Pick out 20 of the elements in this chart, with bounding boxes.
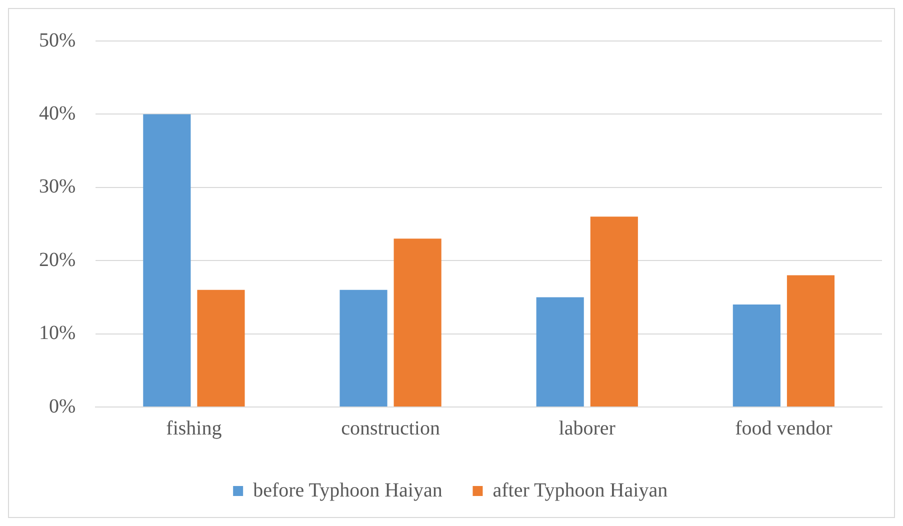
x-tick-label: food vendor: [735, 417, 833, 440]
bar: [143, 114, 191, 406]
bar: [394, 238, 442, 406]
bar: [732, 304, 780, 406]
bar: [590, 216, 638, 406]
y-tick-label: 20%: [38, 248, 76, 271]
x-tick-label: construction: [341, 417, 440, 440]
y-tick-label: 0%: [48, 395, 76, 418]
bar: [536, 297, 584, 406]
y-tick-label: 30%: [38, 176, 76, 198]
bar: [786, 275, 835, 406]
y-tick-label: 40%: [38, 102, 76, 124]
bar: [197, 290, 245, 406]
x-tick-label: fishing: [166, 417, 222, 440]
y-tick-label: 10%: [38, 322, 76, 344]
y-tick-label: 50%: [38, 29, 76, 52]
legend-label: after Typhoon Haiyan: [492, 479, 668, 502]
x-tick-label: laborer: [558, 417, 616, 440]
legend-label: before Typhoon Haiyan: [253, 479, 442, 502]
bar: [340, 290, 388, 406]
